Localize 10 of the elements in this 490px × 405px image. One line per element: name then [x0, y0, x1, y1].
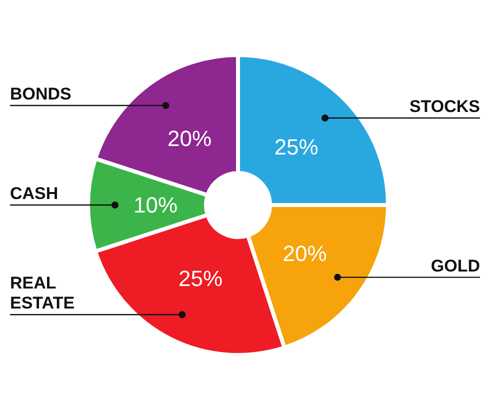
data-label: 10%: [133, 192, 178, 218]
slice-label: BONDS: [10, 84, 72, 104]
slice-label: GOLD: [430, 256, 480, 276]
slice-label: CASH: [10, 184, 58, 203]
data-label: 20%: [167, 126, 212, 151]
slice-label: STOCKS: [409, 97, 480, 116]
data-label: 20%: [282, 241, 327, 266]
slice-label: REAL ESTATE: [10, 274, 75, 313]
data-label: 25%: [178, 266, 223, 292]
data-label: 25%: [274, 134, 318, 160]
